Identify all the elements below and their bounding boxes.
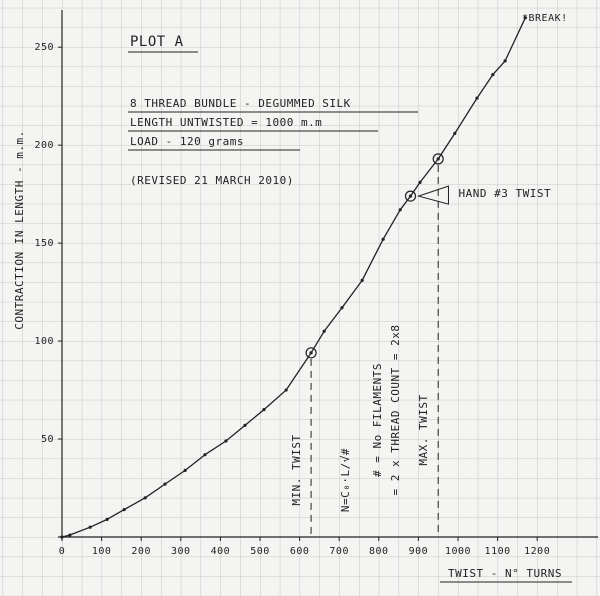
data-point: [68, 533, 72, 537]
data-point: [262, 408, 266, 412]
note: LOAD - 120 grams: [130, 135, 244, 148]
filaments-note: = 2 x THREAD COUNT = 2x8: [389, 325, 402, 496]
y-tick-label: 50: [41, 434, 54, 445]
data-point: [183, 468, 187, 472]
y-tick-label: 150: [34, 238, 54, 249]
x-tick-label: 1000: [445, 546, 471, 557]
marker-label: MIN. TWIST: [290, 434, 303, 505]
marker-label: MAX. TWIST: [417, 394, 430, 465]
x-tick-label: 700: [329, 546, 349, 557]
y-axis-label: CONTRACTION IN LENGTH - m.m.: [13, 130, 26, 329]
data-point: [453, 131, 457, 135]
data-point: [284, 388, 288, 392]
x-tick-label: 100: [92, 546, 112, 557]
data-point: [436, 157, 440, 161]
formula: N=C₀·L/√#: [339, 448, 352, 512]
chart-title: PLOT A: [130, 34, 184, 50]
x-tick-label: 900: [409, 546, 429, 557]
note: (REVISED 21 MARCH 2010): [130, 174, 294, 187]
x-tick-label: 0: [59, 546, 66, 557]
data-point: [322, 329, 326, 333]
data-point: [475, 96, 479, 100]
x-tick-label: 500: [250, 546, 270, 557]
x-tick-label: 600: [290, 546, 310, 557]
note: 8 THREAD BUNDLE - DEGUMMED SILK: [130, 97, 351, 110]
filaments-note: # = No FILAMENTS: [371, 363, 384, 477]
x-tick-label: 800: [369, 546, 389, 557]
data-point: [243, 423, 247, 427]
data-point: [381, 237, 385, 241]
data-point: [340, 306, 344, 310]
marker-circle: [432, 153, 444, 165]
data-point: [203, 453, 207, 457]
y-tick-label: 100: [34, 336, 54, 347]
data-point: [408, 194, 413, 198]
pointer: [416, 185, 449, 205]
data-point: [60, 535, 64, 539]
x-tick-label: 400: [211, 546, 231, 557]
x-tick-label: 300: [171, 546, 191, 557]
data-point: [398, 208, 402, 212]
x-tick-label: 200: [131, 546, 151, 557]
data-point: [224, 439, 228, 443]
y-tick-label: 200: [34, 140, 54, 151]
x-tick-label: 1200: [524, 546, 550, 557]
data-point: [491, 73, 495, 77]
data-point: [418, 180, 422, 184]
data-point: [88, 525, 92, 529]
x-tick-label: 1100: [485, 546, 511, 557]
data-point: [105, 517, 109, 521]
data-point: [503, 59, 507, 63]
data-point: [143, 496, 147, 500]
marker-label: HAND #3 TWIST: [458, 187, 551, 200]
data-point: [523, 16, 527, 20]
note: LENGTH UNTWISTED = 1000 m.m: [130, 116, 322, 129]
data-point: [360, 278, 364, 282]
y-tick-label: 250: [34, 42, 54, 53]
x-axis-label: TWIST - N° TURNS: [448, 567, 562, 580]
marker-circle: [305, 347, 317, 359]
data-point: [163, 482, 167, 486]
break-label: *BREAK!: [522, 13, 568, 24]
marker-circle: [404, 190, 417, 202]
data-point: [309, 351, 313, 355]
data-point: [122, 507, 126, 512]
